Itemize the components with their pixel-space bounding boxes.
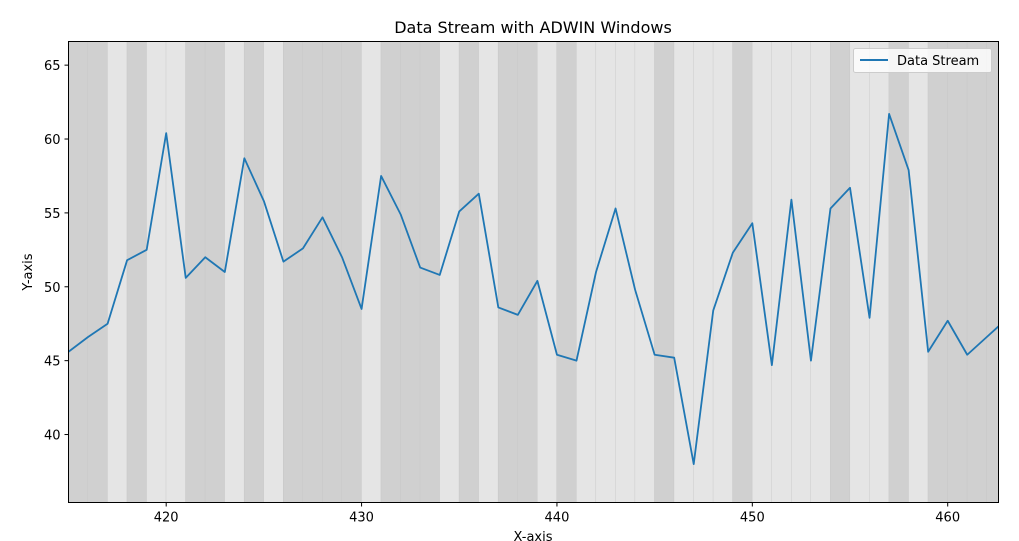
window-band xyxy=(459,41,479,503)
y-tick-label: 50 xyxy=(44,281,61,296)
x-tick-label: 430 xyxy=(349,511,374,526)
legend-label: Data Stream xyxy=(897,54,979,69)
window-band xyxy=(263,41,284,503)
window-band xyxy=(244,41,264,503)
x-axis-label: X-axis xyxy=(514,530,553,541)
window-band xyxy=(986,41,999,503)
window-band xyxy=(556,41,577,503)
window-band xyxy=(596,41,616,503)
window-band xyxy=(107,41,128,503)
window-band xyxy=(498,41,518,503)
legend-box xyxy=(853,48,992,73)
window-band xyxy=(967,41,987,503)
window-band xyxy=(908,41,929,503)
window-band xyxy=(830,41,851,503)
window-band xyxy=(693,41,714,503)
window-band xyxy=(771,41,792,503)
window-band xyxy=(615,41,636,503)
window-band xyxy=(127,41,147,503)
y-tick-label: 55 xyxy=(44,207,61,222)
x-tick-label: 420 xyxy=(154,511,179,526)
y-axis: 40 45 50 55 60 65 xyxy=(44,59,69,444)
plot-frame xyxy=(68,41,999,503)
window-band xyxy=(68,41,89,503)
series-line xyxy=(68,113,999,465)
window-band xyxy=(791,41,811,503)
window-band xyxy=(850,41,870,503)
window-band xyxy=(752,41,772,503)
window-band xyxy=(224,41,245,503)
window-band xyxy=(283,41,303,503)
legend: Data Stream xyxy=(853,48,992,73)
window-band xyxy=(869,41,890,503)
window-band xyxy=(810,41,831,503)
window-band xyxy=(381,41,401,503)
series-group xyxy=(68,113,999,465)
y-tick-label: 60 xyxy=(44,133,61,148)
y-tick-label: 40 xyxy=(44,429,61,444)
x-tick-label: 440 xyxy=(545,511,570,526)
window-band xyxy=(361,41,382,503)
window-band xyxy=(166,41,186,503)
x-tick-label: 460 xyxy=(935,511,960,526)
chart-title: Data Stream with ADWIN Windows xyxy=(394,18,672,37)
window-band xyxy=(576,41,597,503)
window-band xyxy=(478,41,499,503)
window-band xyxy=(674,41,694,503)
adwin-windows xyxy=(68,41,999,503)
window-band xyxy=(537,41,557,503)
window-band xyxy=(947,41,968,503)
window-band xyxy=(517,41,538,503)
y-tick-label: 65 xyxy=(44,59,61,74)
window-band xyxy=(732,41,753,503)
y-tick-label: 45 xyxy=(44,355,61,370)
window-band xyxy=(928,41,948,503)
window-band xyxy=(302,41,323,503)
window-band xyxy=(342,41,362,503)
x-axis: 420 430 440 450 460 xyxy=(154,502,960,526)
window-band xyxy=(205,41,225,503)
window-band xyxy=(439,41,460,503)
y-axis-label: Y-axis xyxy=(21,253,36,291)
window-band xyxy=(889,41,909,503)
window-band xyxy=(713,41,733,503)
window-band xyxy=(635,41,655,503)
window-band xyxy=(88,41,108,503)
x-tick-label: 450 xyxy=(740,511,765,526)
window-band xyxy=(146,41,167,503)
window-band xyxy=(654,41,675,503)
window-band xyxy=(400,41,421,503)
window-band xyxy=(322,41,343,503)
window-band xyxy=(185,41,206,503)
